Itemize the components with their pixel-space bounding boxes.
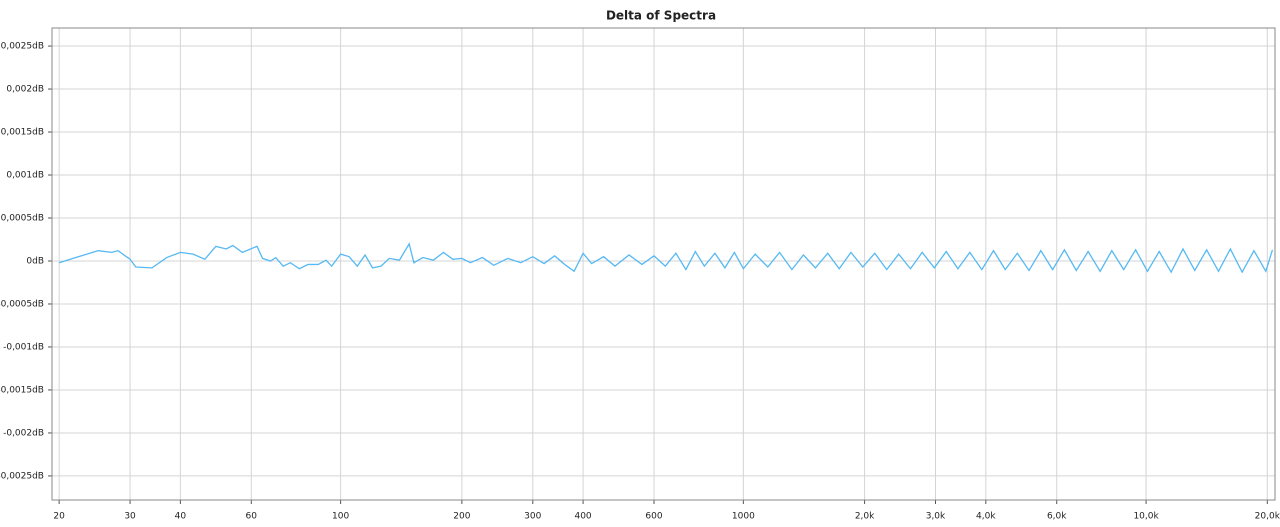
x-tick-label: 3,0k xyxy=(926,512,946,522)
x-tick-label: 2,0k xyxy=(855,512,875,522)
y-tick-label: 0dB xyxy=(26,256,44,266)
data-line xyxy=(58,242,1274,274)
x-tick-label: 600 xyxy=(645,512,662,522)
x-tick-label: 4,0k xyxy=(976,512,996,522)
x-tick-label: 30 xyxy=(124,512,136,522)
x-tick-label: 100 xyxy=(332,512,349,522)
x-tick-label: 40 xyxy=(175,512,187,522)
chart-title: Delta of Spectra xyxy=(606,9,716,23)
y-tick-label: -0,0015dB xyxy=(0,385,44,395)
x-tick-label: 60 xyxy=(246,512,258,522)
y-tick-label: -0,0005dB xyxy=(0,299,44,309)
x-tick-label: 400 xyxy=(574,512,591,522)
x-tick-label: 10,0k xyxy=(1133,512,1159,522)
x-tick-label: 6,0k xyxy=(1047,512,1067,522)
y-tick-label: -0,0025dB xyxy=(0,471,44,481)
y-tick-label: 0,001dB xyxy=(6,171,44,181)
x-tick-label: 1000 xyxy=(732,512,755,522)
y-tick-label: 0,002dB xyxy=(6,85,44,95)
x-tick-label: 300 xyxy=(524,512,541,522)
y-tick-label: 0,0025dB xyxy=(1,42,44,52)
y-tick-label: -0,002dB xyxy=(3,428,44,438)
x-tick-label: 20 xyxy=(53,512,65,522)
x-tick-label: 20,0k xyxy=(1255,512,1280,522)
x-tick-label: 200 xyxy=(453,512,470,522)
y-tick-label: 0,0005dB xyxy=(1,214,44,224)
y-tick-label: 0,0015dB xyxy=(1,128,44,138)
y-tick-label: -0,001dB xyxy=(3,342,44,352)
plot-frame xyxy=(51,27,1276,501)
